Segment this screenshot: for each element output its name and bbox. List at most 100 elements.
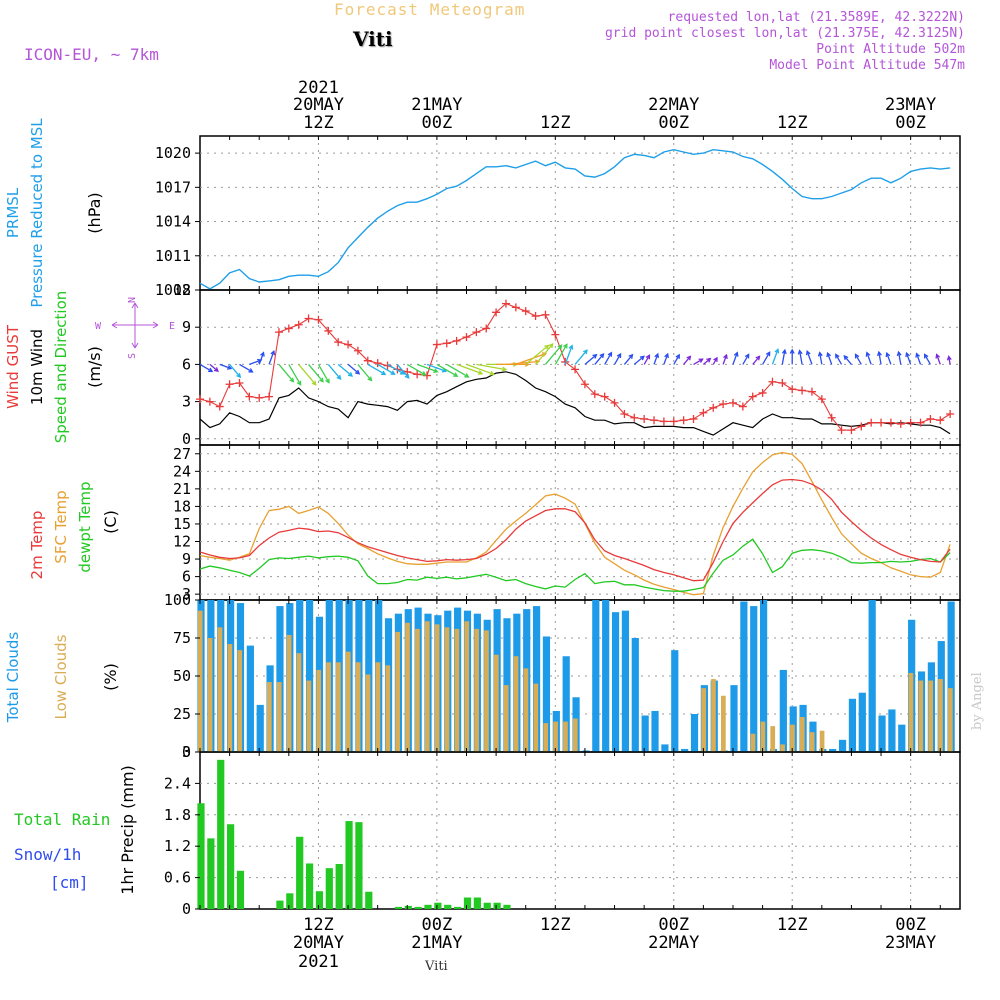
wind-arrow [446,363,469,378]
wind-arrow [288,364,302,386]
low-cloud-bar [474,628,479,752]
wind-arrow [673,354,680,365]
y-tick-label: 0 [182,900,191,918]
y-tick-label: 12 [173,281,191,299]
rain-bar [503,904,511,909]
low-cloud-bar [553,721,558,752]
location-title: Viti [353,27,393,51]
gust-marker [423,371,432,380]
bottom-date-label: 21MAY [411,933,462,953]
wind-arrow [239,363,253,373]
wind-arrow [799,350,803,365]
bottom-date-label: 20MAY [293,933,344,953]
total-cloud-bar [611,612,620,752]
wind-arrow-head [755,355,761,361]
total-cloud-bar [730,685,738,752]
gust-marker [610,398,619,407]
total-cloud-bar [592,600,600,752]
wind-arrow [258,352,265,365]
wind-arrow-head [607,351,613,357]
wind-arrow-head [876,350,882,357]
wind-arrow-head [390,370,396,375]
gust-marker [413,370,422,379]
gust-marker [284,324,293,333]
wind-arrow [535,343,554,365]
t2m-line [199,478,951,582]
gust-marker [255,393,264,402]
gust-marker [245,392,254,401]
gust-marker [432,340,441,349]
total-cloud-bar [276,606,284,752]
wind-arrow [762,351,771,365]
model-label: ICON-EU, ~ 7km [24,45,159,64]
rain-bar [434,902,442,909]
wind-arrow [406,363,426,376]
wind-arrow-head [723,353,728,360]
wind-arrow-head [489,370,496,376]
precip-unit-label: 1hr Precip (mm) [118,765,137,895]
low-cloud-bar [928,680,933,752]
gust-marker [541,310,550,319]
total-cloud-bar [690,714,699,752]
wind-arrow-head [781,348,787,355]
wind-arrow-head [544,344,550,350]
wind-arrow-head [865,351,871,357]
wind-arrow-head [686,355,692,361]
low-cloud-bar [721,695,726,752]
low-cloud-bar [790,724,795,752]
compass-e: E [169,321,175,332]
wind-arrow-head [805,349,811,356]
rain-bar [414,906,422,909]
total-cloud-bar [661,744,669,752]
low-cloud-bar [276,682,282,752]
rain-side-label: Total Rain [14,810,110,829]
wind-arrow [835,354,843,365]
total-cloud-bar [829,748,837,752]
compass-icon: N W E S [95,297,175,359]
wind-arrow-head [568,344,574,350]
gust-marker [827,413,836,422]
wind-arrow-head [826,351,832,358]
rain-bar [365,891,373,909]
wind-arrow-head [557,344,563,350]
dewpt-line [199,538,951,592]
wind-arrow [278,363,294,383]
rain-bar [325,868,333,909]
wind-arrow [298,363,317,386]
wind-arrow [317,364,330,383]
wind-arrow-head [311,380,317,386]
gust-marker [906,418,915,427]
wind-arrow-head [896,350,902,357]
wind-arrow [752,355,760,365]
wind-frame [199,289,961,446]
gust-marker [225,380,234,389]
wind-arrow [819,352,823,365]
low-cloud-bar [434,624,440,752]
y-tick-label: 1017 [155,178,191,196]
wind-arrow [905,352,912,365]
top-hour-label: 00Z [422,113,453,133]
gust-marker [630,413,639,422]
wind-arrow [663,353,669,365]
wind-arrow [936,354,941,365]
gust-marker [274,328,283,337]
grid-point-coords: grid point closest lon,lat (21.375E, 42.… [604,26,965,41]
y-tick-label: 1020 [155,144,191,162]
gust-marker [235,379,244,387]
wind-arrow-head [453,372,459,377]
wind-arrow [771,349,779,365]
low-cloud-bar [799,717,805,752]
precip-frame [199,751,961,910]
low-cloud-bar [938,679,943,752]
wind-arrow-head [248,368,254,373]
rain-bar [355,822,363,909]
low-cloud-bar [395,631,401,752]
wind-arrow-head [421,371,427,376]
gust-marker [650,416,659,425]
wind-arrow [219,363,232,370]
gust-marker [620,410,629,418]
wind-arrow [377,363,395,375]
wind-arrow [781,350,786,365]
wind-arrow-head [713,356,718,362]
